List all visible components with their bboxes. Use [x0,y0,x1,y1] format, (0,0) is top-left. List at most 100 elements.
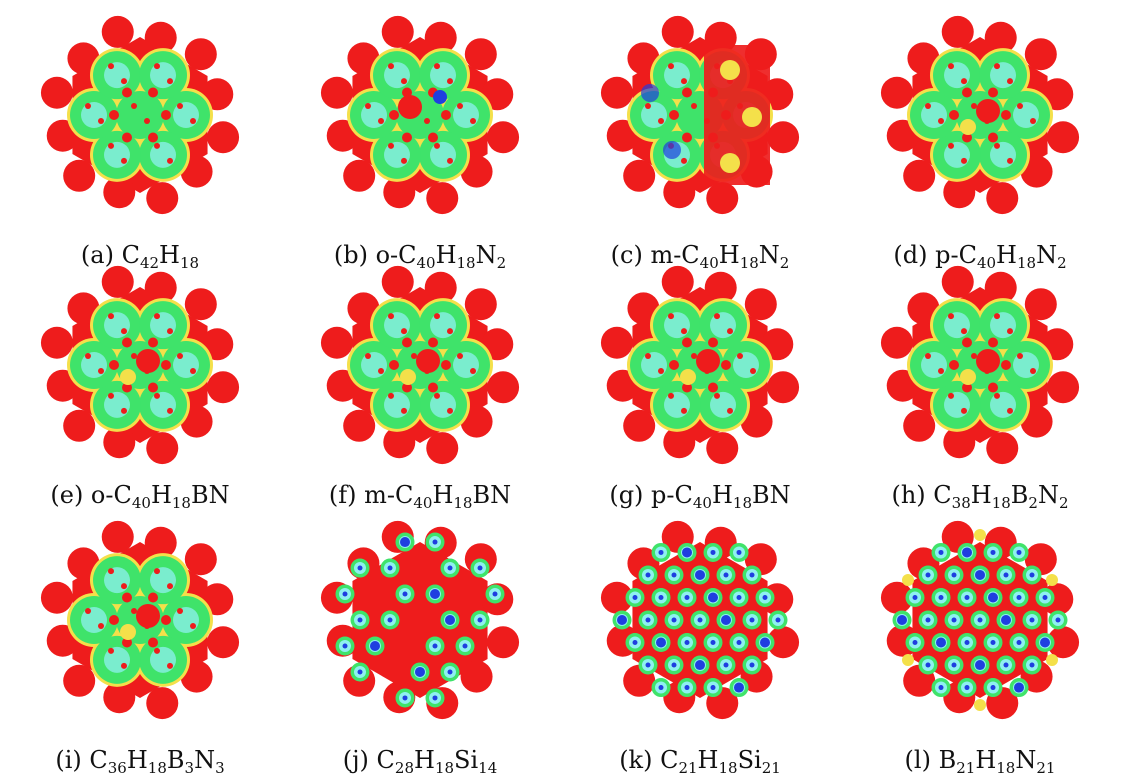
junction-hole [122,337,132,348]
atom-dot [177,608,183,614]
atom-dot [365,353,371,359]
lattice-atom [918,610,938,630]
lattice-atom [651,678,671,698]
atom-dot [121,157,127,164]
edge-lobe [744,288,777,321]
edge-lobe [184,288,217,321]
atom-dot [727,407,733,414]
edge-lobe [207,371,240,404]
lattice-atom [703,542,723,562]
atom-dot [1017,103,1023,109]
lattice-atom [651,542,671,562]
atom-dot [1007,157,1013,164]
edge-lobe [943,426,976,459]
caption-subscript: 18 [739,254,759,272]
atom-dot [154,63,160,70]
lattice-atom [651,587,671,607]
atom-dot [994,392,1000,399]
edge-spot [974,699,986,711]
edge-lobe [880,326,913,359]
lattice-atom [918,565,938,585]
atom-dot [948,142,954,149]
edge-lobe [600,76,633,109]
lattice-atom [716,655,736,675]
caption-text: H [159,241,180,269]
lattice-atom [892,610,912,630]
atom-dot [154,568,160,575]
caption-subscript: 21 [678,759,698,777]
caption-text: (i) C [55,746,108,774]
edge-lobe [907,292,940,325]
red-spot [136,349,160,373]
caption-text: N [1037,481,1059,509]
ring [933,51,981,100]
lattice-atom [1022,565,1042,585]
atom-dot [1030,118,1036,124]
caption-subscript: 2 [496,254,507,272]
lattice-atom [957,678,977,698]
caption-subscript: 2 [779,254,790,272]
atom-dot [121,78,127,85]
edge-lobe [381,265,414,298]
caption-text: BN [752,481,791,509]
lattice-atom [425,688,445,708]
caption-subscript: 21 [1036,759,1056,777]
lattice-atom [455,636,475,656]
edge-lobe [180,660,213,693]
ring [699,301,747,350]
panel-i: (i) C36H18B3N3 [10,520,270,780]
lattice-atom [395,688,415,708]
edge-lobe [487,626,520,659]
esp-map [600,265,800,465]
edge-lobe [943,176,976,209]
lattice-atom [957,542,977,562]
atom-dot [750,368,756,374]
caption-text: H [970,481,992,509]
atom-dot [681,328,687,335]
ring [139,556,187,605]
edge-lobe [103,681,136,714]
atom-dot [378,368,384,374]
panel-caption: (i) C36H18B3N3 [10,745,270,776]
lattice-atom [931,633,951,653]
atom-dot [154,142,160,149]
junction-hole [402,382,412,393]
junction-hole [428,337,438,348]
junction-hole [122,132,132,143]
esp-map [600,15,800,215]
atom-dot [108,647,114,654]
atom-dot [411,353,417,359]
red-spot [416,349,440,373]
atom-dot [131,103,137,109]
caption-subscript: 38 [951,494,971,512]
junction-hole [962,337,972,348]
lattice-atom [664,610,684,630]
lattice-atom [690,655,710,675]
atom-dot [938,118,944,124]
junction-hole [669,110,679,120]
panel-h: (h) C38H18B2N2 [850,265,1110,525]
edge-lobe [706,182,739,215]
junction-hole [148,132,158,143]
ring [979,301,1027,350]
panel-caption: (g) p-C40H18BN [570,480,830,511]
lattice-atom [395,532,415,552]
atom-dot [388,142,394,149]
lattice-atom [677,633,697,653]
atom-dot [645,353,651,359]
atom-dot [658,368,664,374]
junction-hole [988,87,998,98]
edge-lobe [426,182,459,215]
lattice-atom [677,542,697,562]
caption-text: H [432,481,454,509]
atom-dot [108,313,114,320]
atom-dot [470,368,476,374]
lattice-atom [350,662,370,682]
atom-dot [85,353,91,359]
red-spot [136,604,160,628]
ring [419,380,467,429]
lattice-atom [612,610,632,630]
lattice-atom [410,662,430,682]
atom-dot [434,142,440,149]
lattice-atom [380,558,400,578]
